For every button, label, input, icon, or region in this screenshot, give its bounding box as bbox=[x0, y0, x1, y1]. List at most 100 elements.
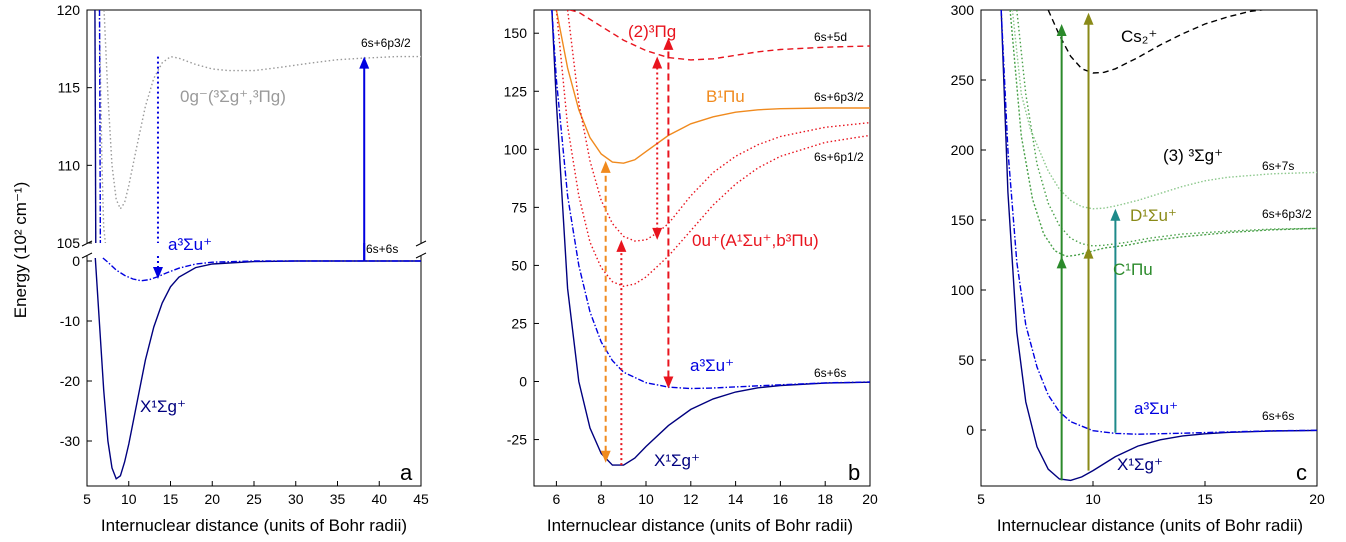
label-b-2Pig: (2)³Πg bbox=[628, 22, 676, 41]
curve-a-a-wall bbox=[98, 10, 102, 243]
c-ytick-label: 200 bbox=[951, 142, 975, 158]
label-a-0g: 0g⁻(³Σg⁺,³Πg) bbox=[180, 87, 286, 106]
arrow-c-olive-mid-head bbox=[1083, 246, 1094, 259]
label-a-a: a³Σu⁺ bbox=[168, 235, 212, 254]
a-xtick-label: 5 bbox=[83, 491, 91, 507]
b-xtick-label: 20 bbox=[862, 491, 878, 507]
label-c-X: X¹Σg⁺ bbox=[1117, 455, 1163, 474]
label-c-6s6s: 6s+6s bbox=[1262, 409, 1294, 423]
a-xtick-label: 30 bbox=[288, 491, 304, 507]
b-ytick-label: 75 bbox=[511, 199, 527, 215]
panel-letter-c: c bbox=[1296, 460, 1307, 485]
a-xtick-label: 35 bbox=[330, 491, 346, 507]
panel-c: 5 10 15 20 0 50 100 150 200 250 300 bbox=[951, 2, 1325, 507]
b-xtick-label: 14 bbox=[728, 491, 744, 507]
curve-b-2Pig bbox=[569, 10, 870, 61]
label-b-0u: 0u⁺(A¹Σu⁺,b³Πu) bbox=[692, 231, 819, 250]
a-ytick-label: 110 bbox=[58, 157, 81, 173]
b-xtick-label: 18 bbox=[817, 491, 833, 507]
x-axis-label-b: Internuclear distance (units of Bohr rad… bbox=[547, 516, 853, 535]
curve-b-a bbox=[551, 10, 870, 390]
label-c-6p32: 6s+6p3/2 bbox=[1262, 207, 1312, 221]
label-b-a: a³Σu⁺ bbox=[690, 356, 734, 375]
a-ytick-label: -30 bbox=[60, 433, 80, 449]
c-xtick-label: 5 bbox=[977, 491, 985, 507]
b-ytick-label: 100 bbox=[504, 141, 528, 157]
b-ytick-label: 150 bbox=[504, 25, 528, 41]
b-ytick-label: 0 bbox=[519, 374, 527, 390]
a-xtick-label: 20 bbox=[204, 491, 220, 507]
a-xtick-label: 15 bbox=[163, 491, 179, 507]
arrow-b-red-dashed-tail bbox=[663, 376, 674, 389]
a-xtick-label: 10 bbox=[121, 491, 137, 507]
b-ytick-label: 125 bbox=[504, 83, 528, 99]
label-c-Cs2p: Cs₂⁺ bbox=[1121, 27, 1157, 46]
curve-a-X bbox=[94, 257, 421, 480]
b-xtick-label: 12 bbox=[683, 491, 699, 507]
c-xtick-label: 20 bbox=[1309, 491, 1325, 507]
b-xtick-label: 10 bbox=[638, 491, 654, 507]
label-c-a: a³Σu⁺ bbox=[1134, 399, 1178, 418]
arrow-c-olive-head bbox=[1083, 12, 1094, 25]
c-ytick-label: 0 bbox=[966, 422, 974, 438]
curve-a-a bbox=[102, 257, 421, 282]
label-a-6p32: 6s+6p3/2 bbox=[361, 36, 411, 50]
c-xtick-label: 10 bbox=[1085, 491, 1101, 507]
label-c-D: D¹Σu⁺ bbox=[1130, 206, 1177, 225]
curve-c-X bbox=[1000, 10, 1317, 482]
arrow-b-red-dotted-mid-tail bbox=[652, 56, 663, 69]
arrow-a-up-head bbox=[359, 56, 370, 69]
label-b-6s6s: 6s+6s bbox=[814, 366, 846, 380]
arrow-b-orange-dashed-head bbox=[600, 160, 611, 173]
c-ytick-label: 100 bbox=[951, 282, 975, 298]
arrow-b-red-dotted-head bbox=[616, 239, 627, 252]
y-axis-label: Energy (10² cm⁻¹) bbox=[11, 182, 30, 319]
c-ytick-label: 50 bbox=[958, 352, 974, 368]
curve-c-Cs2p bbox=[1047, 10, 1267, 74]
c-ytick-label: 250 bbox=[951, 72, 975, 88]
curve-a-X-wall bbox=[94, 10, 97, 243]
arrow-a-down-head bbox=[152, 267, 163, 279]
label-b-5d: 6s+5d bbox=[814, 30, 847, 44]
b-ytick-label: -25 bbox=[507, 432, 527, 448]
a-ytick-label: 115 bbox=[58, 80, 81, 96]
a-ytick-label: -20 bbox=[60, 373, 80, 389]
label-b-6p12: 6s+6p1/2 bbox=[814, 150, 864, 164]
b-xtick-label: 6 bbox=[553, 491, 561, 507]
curve-c-C bbox=[1009, 10, 1317, 258]
label-b-6p32: 6s+6p3/2 bbox=[814, 90, 864, 104]
a-ytick-label: 120 bbox=[57, 2, 81, 18]
curve-c-D bbox=[1016, 10, 1317, 247]
c-ytick-label: 300 bbox=[951, 2, 975, 18]
label-c-3Sig: (3) ³Σg⁺ bbox=[1163, 146, 1223, 165]
b-xtick-label: 8 bbox=[597, 491, 605, 507]
x-axis-label-c: Internuclear distance (units of Bohr rad… bbox=[997, 516, 1303, 535]
a-xtick-label: 45 bbox=[413, 491, 429, 507]
x-axis-label-a: Internuclear distance (units of Bohr rad… bbox=[101, 516, 407, 535]
label-b-X: X¹Σg⁺ bbox=[654, 451, 700, 470]
arrow-b-red-dotted-mid-head bbox=[652, 227, 663, 240]
a-ytick-label: 105 bbox=[57, 235, 81, 251]
label-c-C: C¹Πu bbox=[1113, 260, 1153, 279]
curve-b-0u-lower bbox=[555, 10, 870, 288]
arrow-c-green-mid-head bbox=[1056, 256, 1067, 269]
arrow-b-orange-dashed-tail bbox=[600, 450, 611, 463]
curve-b-0u-upper bbox=[566, 10, 870, 242]
c-xtick-label: 15 bbox=[1197, 491, 1213, 507]
a-ytick-label: 0 bbox=[72, 253, 80, 269]
curve-c-3Sig bbox=[1011, 10, 1317, 210]
arrow-c-green-head bbox=[1056, 24, 1067, 36]
panel-a: 5 10 15 20 25 30 35 40 45 -30 -20 -10 0 105 110 115 120 bbox=[57, 2, 429, 507]
arrow-b-red-dashed-head bbox=[663, 37, 674, 50]
panel-letter-b: b bbox=[848, 460, 860, 485]
panel-letter-a: a bbox=[400, 460, 413, 485]
label-a-X: X¹Σg⁺ bbox=[140, 397, 186, 416]
curve-c-a bbox=[1000, 10, 1317, 435]
label-c-7s: 6s+7s bbox=[1262, 159, 1294, 173]
panel-b: 6 8 10 12 14 16 18 20 -25 0 25 50 75 100 125 150 bbox=[504, 9, 878, 507]
curve-b-B bbox=[555, 10, 870, 164]
c-ytick-label: 150 bbox=[951, 212, 975, 228]
a-ytick-label: -10 bbox=[60, 313, 80, 329]
curve-b-X bbox=[551, 10, 870, 466]
a-xtick-label: 25 bbox=[246, 491, 262, 507]
